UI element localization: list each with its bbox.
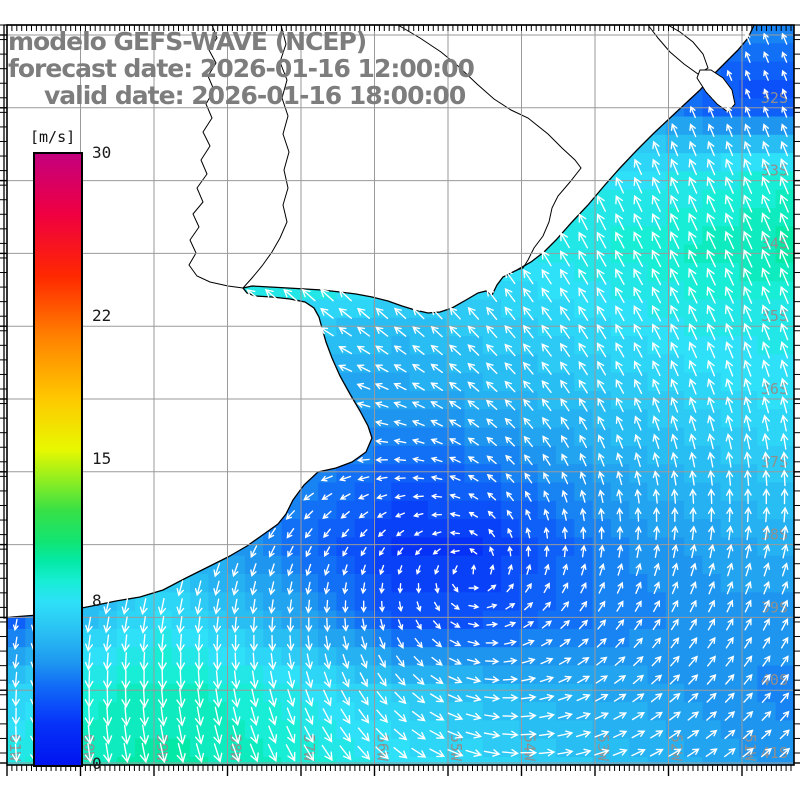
coastline-land xyxy=(3,24,756,619)
lat-label: 32S xyxy=(761,89,788,107)
lat-label: 34S xyxy=(761,234,788,252)
border-line xyxy=(397,24,582,271)
river-line-1 xyxy=(242,24,290,289)
map-frame xyxy=(0,24,800,776)
lon-label: 54W xyxy=(521,734,539,762)
colorbar-tick-30: 30 xyxy=(92,143,112,162)
graticule xyxy=(6,25,794,765)
land-polygon xyxy=(3,24,756,619)
colorbar-unit-label: [m/s] xyxy=(30,128,76,146)
lon-label: 53W xyxy=(594,734,612,762)
lat-label: 38S xyxy=(761,526,788,544)
colorbar xyxy=(33,152,83,767)
lagoon-outline-0 xyxy=(646,24,709,75)
colorbar-tick-15: 15 xyxy=(92,448,112,468)
colorbar-tick-8: 8 xyxy=(92,591,102,611)
river-line-0 xyxy=(188,24,244,289)
lat-label: 41S xyxy=(761,744,788,762)
colorbar-tick-0: 0 xyxy=(92,754,102,773)
lagoon-outline-1 xyxy=(696,69,736,113)
colorbar-tick-22: 22 xyxy=(92,305,112,325)
wind-arrows xyxy=(11,32,791,764)
